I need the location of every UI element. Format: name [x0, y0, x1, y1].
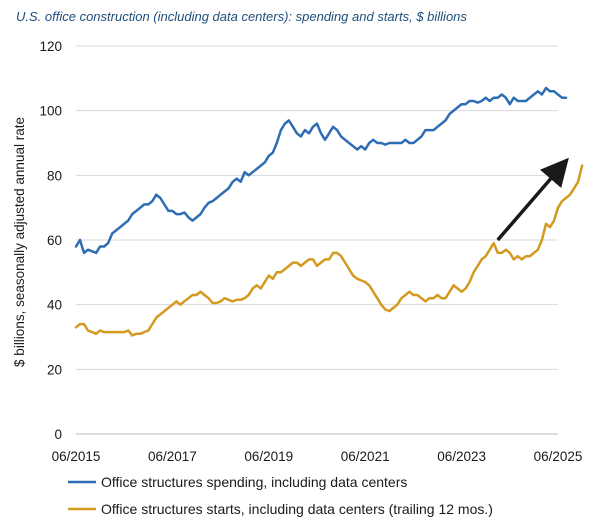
x-tick-label: 06/2019	[244, 449, 293, 464]
x-tick-label: 06/2017	[148, 449, 197, 464]
y-axis-label: $ billions, seasonally adjusted annual r…	[12, 117, 27, 367]
legend-label-spending: Office structures spending, including da…	[101, 474, 407, 490]
series-line-spending	[74, 86, 568, 255]
y-tick-label: 120	[39, 39, 62, 54]
trend-arrow	[496, 157, 569, 242]
legend-label-starts: Office structures starts, including data…	[101, 501, 493, 517]
y-tick-label: 20	[47, 362, 62, 377]
y-tick-label: 100	[39, 104, 62, 119]
y-tick-label: 40	[47, 298, 62, 313]
x-tick-label: 06/2015	[52, 449, 101, 464]
x-tick-label: 06/2021	[341, 449, 390, 464]
chart-title: U.S. office construction (including data…	[16, 9, 467, 24]
x-tick-label: 06/2023	[437, 449, 486, 464]
y-tick-label: 80	[47, 168, 62, 183]
x-tick-label: 06/2025	[534, 449, 583, 464]
y-tick-label: 60	[47, 233, 62, 248]
y-tick-label: 0	[54, 427, 62, 442]
series-line-starts	[74, 164, 584, 337]
